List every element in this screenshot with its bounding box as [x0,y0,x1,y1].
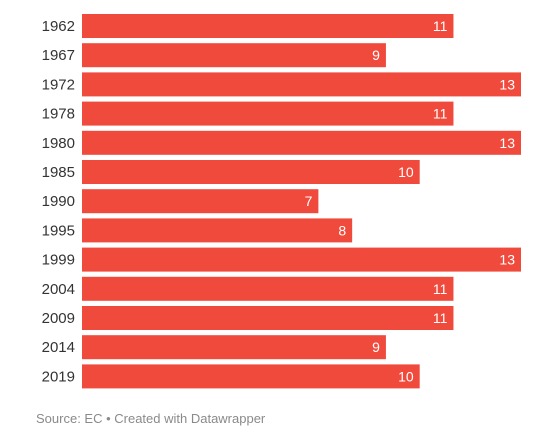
category-label: 2009 [42,310,75,327]
bar-value-label: 11 [433,281,448,297]
bar-value-label: 13 [499,76,515,92]
bar-chart-plot: 1962 11 1967 9 1972 13 1978 11 1980 13 1985 10 1990 7… [42,14,521,389]
bar [82,72,521,97]
category-label: 1990 [42,193,75,210]
bar [82,335,386,360]
category-label: 1962 [42,18,75,35]
bar-value-label: 8 [338,222,346,238]
bar-value-label: 13 [499,252,515,268]
bar [82,218,353,243]
category-label: 1995 [42,222,75,239]
category-label: 1978 [42,106,75,123]
bar [82,101,454,126]
category-label: 1972 [42,76,75,93]
bar-value-label: 7 [305,193,313,209]
category-label: 1980 [42,135,75,152]
bar [82,247,521,272]
bar-value-label: 10 [398,164,414,180]
bar [82,189,319,214]
bar-value-label: 9 [372,47,380,63]
category-label: 2019 [42,368,75,385]
bar [82,43,386,68]
category-label: 2004 [42,281,75,298]
bar [82,276,454,301]
bar-value-label: 9 [372,339,380,355]
bar-value-label: 11 [433,310,448,326]
bar-value-label: 11 [433,18,448,34]
bar [82,160,420,184]
bar-value-label: 13 [499,135,515,151]
bar [82,364,420,389]
bar [82,306,454,330]
category-label: 1967 [42,47,75,64]
bar-value-label: 11 [433,106,448,122]
bar-value-label: 10 [398,368,414,384]
source-credit: Source: EC • Created with Datawrapper [36,411,266,426]
category-label: 1985 [42,164,75,181]
category-label: 1999 [42,252,75,269]
category-label: 2014 [42,339,75,356]
bar [82,130,521,155]
bar [82,14,454,38]
